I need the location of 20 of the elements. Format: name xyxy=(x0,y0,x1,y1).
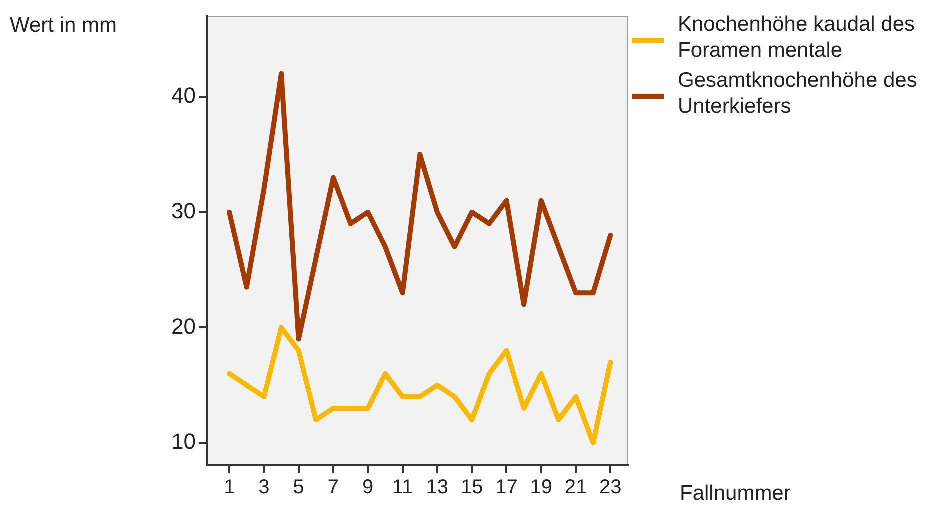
y-tick-label: 30 xyxy=(172,198,196,224)
y-axis-title: Wert in mm xyxy=(10,14,117,38)
x-axis-title: Fallnummer xyxy=(680,482,791,506)
x-tick-label: 1 xyxy=(224,476,236,499)
x-tick-label: 15 xyxy=(460,476,484,499)
legend-label: Knochenhöhe kaudal des Foramen mentale xyxy=(678,12,916,64)
x-tick-label: 23 xyxy=(600,476,622,499)
y-tick-label: 10 xyxy=(172,429,196,454)
x-tick-label: 17 xyxy=(496,476,518,499)
legend-label: Gesamtknochenhöhe des Unterkiefers xyxy=(678,68,918,120)
x-tick-label: 19 xyxy=(530,476,552,499)
x-tick-label: 13 xyxy=(426,476,449,499)
x-tick-label: 7 xyxy=(328,476,340,499)
y-tick-label: 40 xyxy=(172,83,196,108)
x-tick-label: 9 xyxy=(362,476,374,499)
x-tick-label: 3 xyxy=(258,476,270,499)
x-tick-label: 5 xyxy=(293,476,304,499)
x-tick-label: 21 xyxy=(564,476,588,499)
x-tick-label: 11 xyxy=(392,476,414,499)
y-tick-label: 20 xyxy=(172,314,196,339)
